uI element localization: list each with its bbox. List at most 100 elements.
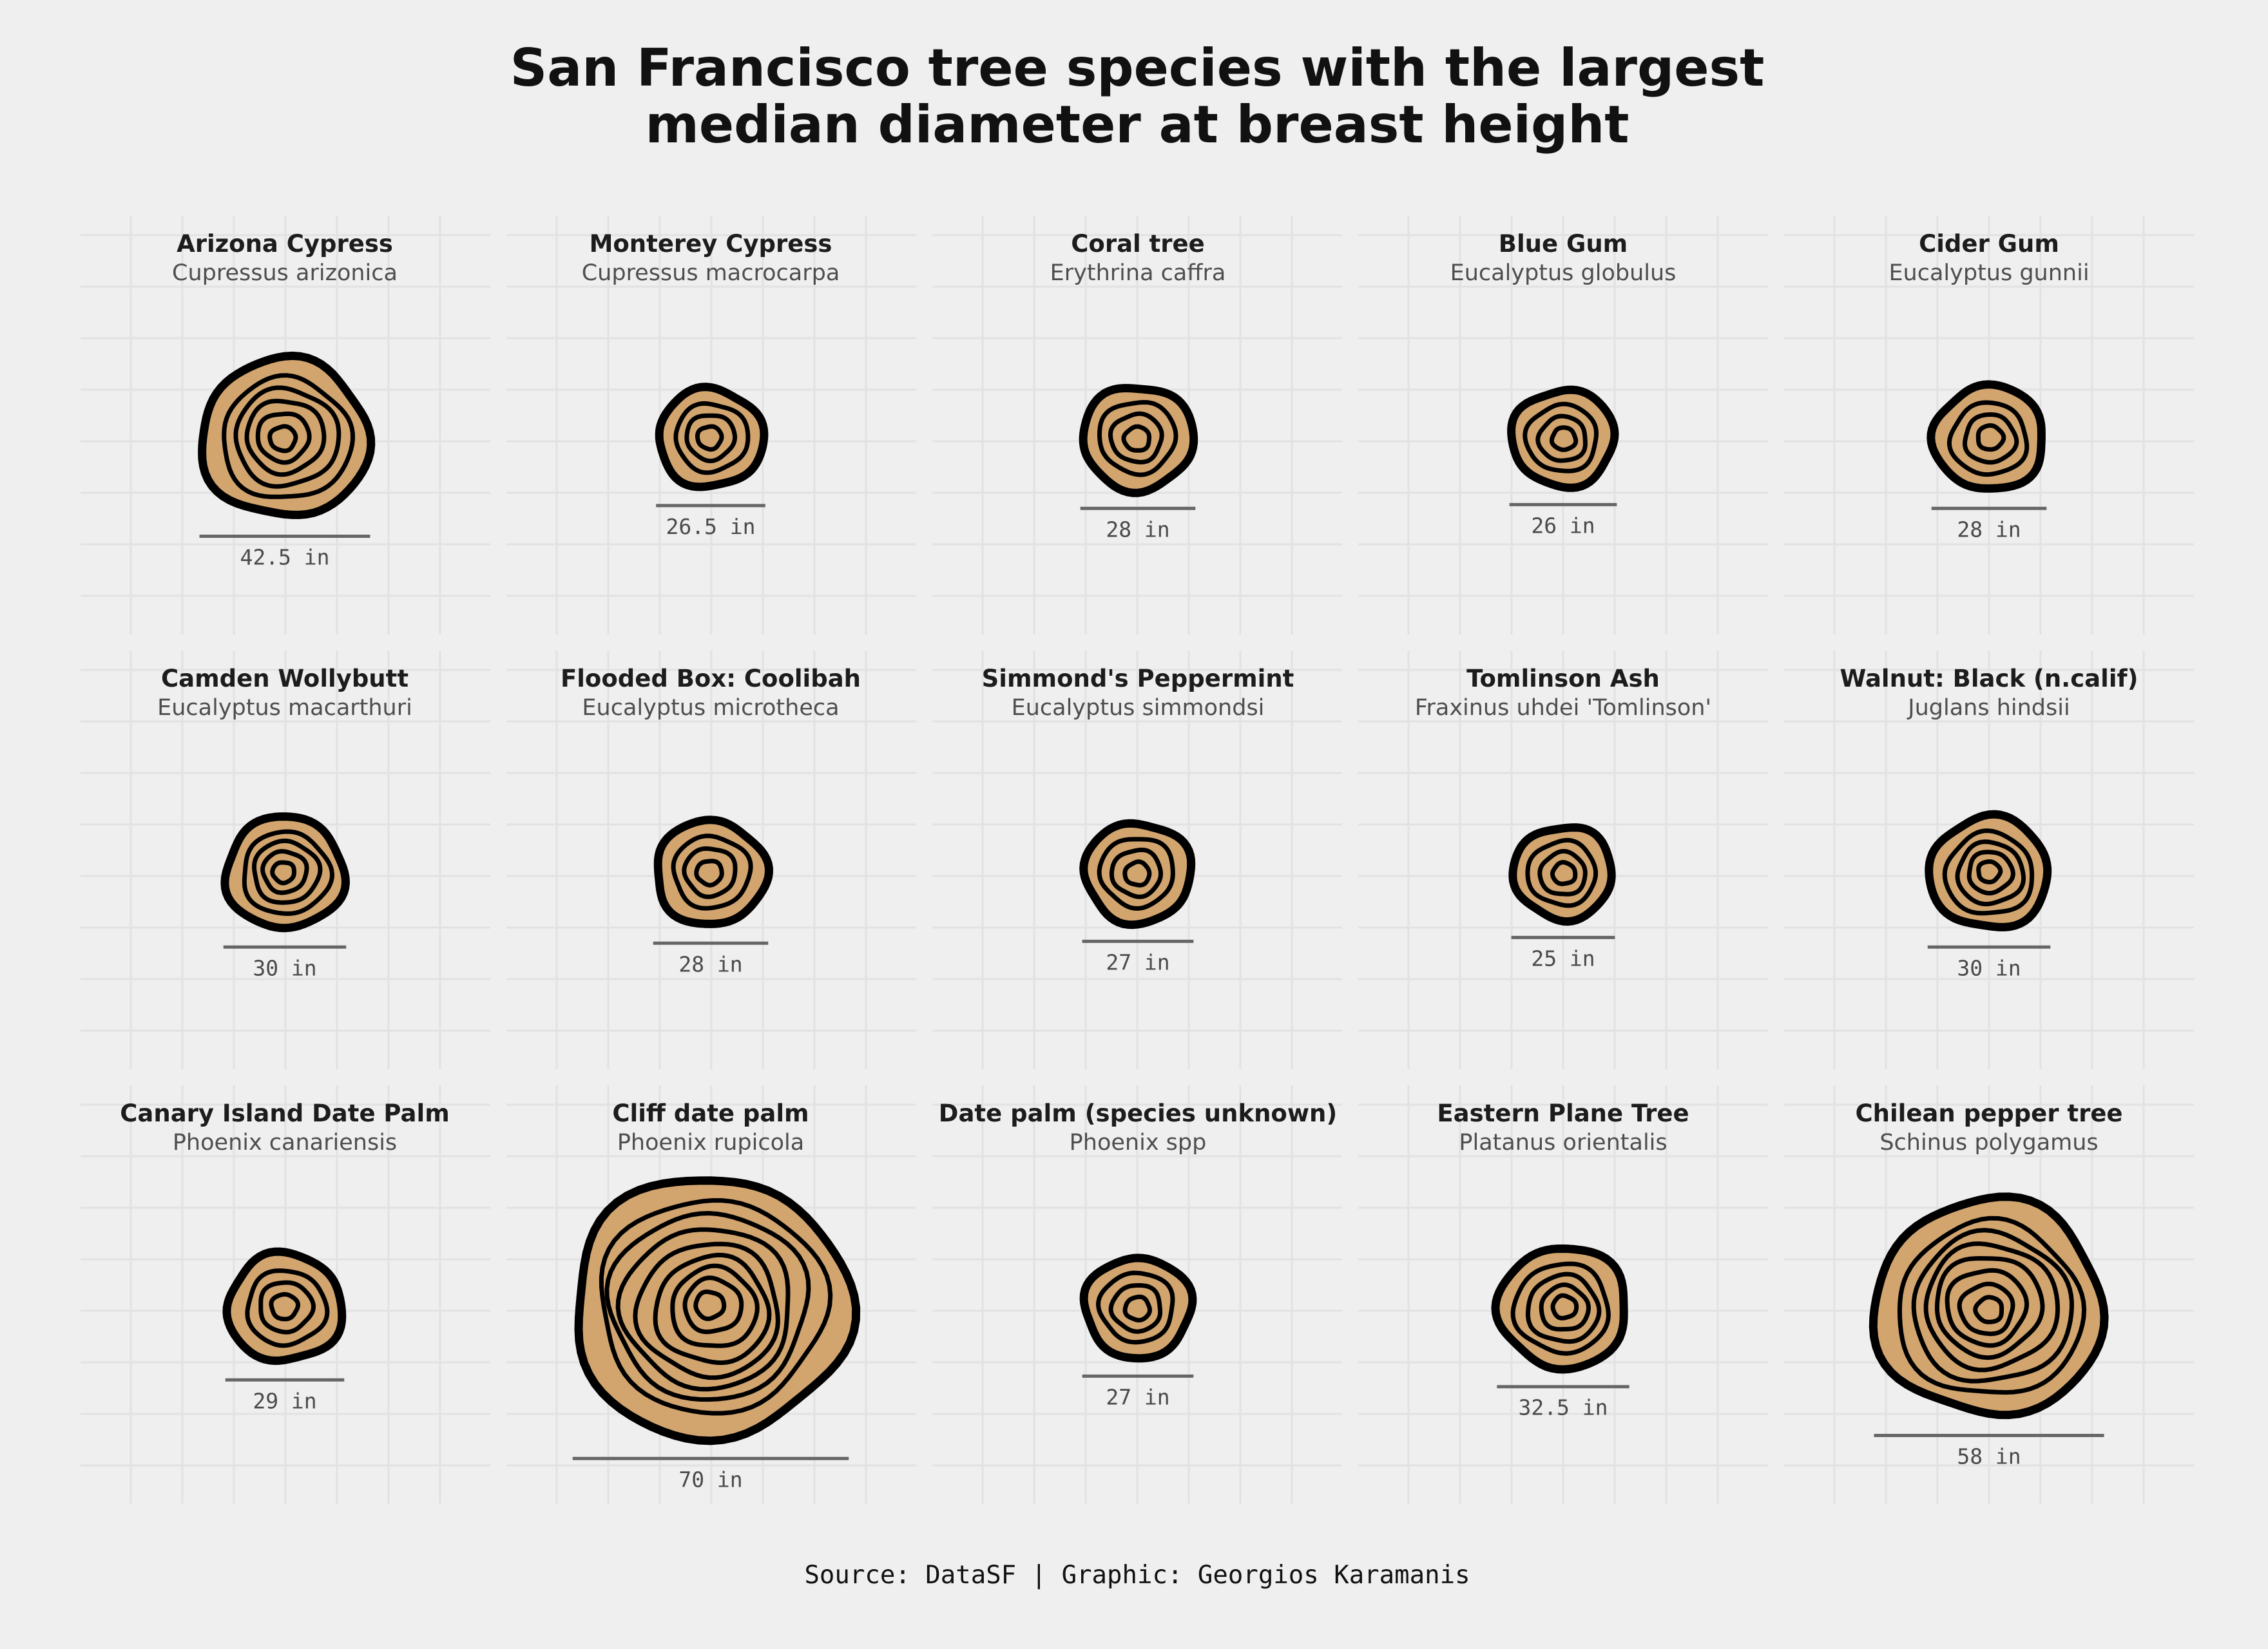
diameter-label: 30 in — [1957, 955, 2021, 980]
panel-9: Tomlinson Ash Fraxinus uhdei 'Tomlinson' 2… — [1415, 665, 1711, 971]
diameter-label: 70 in — [678, 1467, 742, 1492]
diameter-label: 29 in — [253, 1388, 316, 1413]
diameter-label: 26.5 in — [666, 514, 755, 539]
growth-ring — [260, 849, 309, 895]
tree-ring-slice — [1491, 1244, 1628, 1374]
panel-common-name: Monterey Cypress — [590, 230, 832, 258]
panel-scientific-name: Eucalyptus macarthuri — [157, 695, 412, 721]
panel-common-name: Flooded Box: Coolibah — [561, 665, 861, 692]
tree-ring-slice — [574, 1176, 861, 1445]
growth-ring — [269, 1292, 300, 1322]
growth-ring — [267, 424, 298, 453]
growth-ring — [682, 1275, 744, 1335]
growth-ring — [615, 1227, 791, 1392]
tree-ring-slice — [220, 812, 350, 933]
growth-ring — [1108, 1283, 1163, 1334]
growth-ring — [673, 401, 751, 475]
panel-common-name: Eastern Plane Tree — [1437, 1100, 1689, 1127]
tree-ring-slice — [1079, 819, 1196, 929]
tree-ring-slice — [1927, 380, 2046, 493]
panel-scientific-name: Eucalyptus microtheca — [582, 695, 839, 721]
panel-common-name: Coral tree — [1071, 230, 1204, 258]
growth-ring — [671, 834, 753, 911]
tree-ring-slice — [1925, 810, 2052, 931]
growth-ring — [604, 1211, 811, 1402]
growth-ring — [1975, 423, 2006, 452]
tree-ring-slice — [653, 815, 773, 928]
tree-ring-slice — [1079, 384, 1198, 497]
growth-ring — [255, 411, 312, 465]
growth-ring — [1550, 860, 1578, 886]
growth-ring — [1122, 859, 1152, 888]
growth-ring — [1525, 1272, 1602, 1344]
growth-ring — [258, 1280, 316, 1335]
trunk-outline — [198, 351, 376, 519]
panel-grid-3 — [932, 216, 1342, 634]
panel-common-name: Canary Island Date Palm — [120, 1100, 450, 1127]
source-caption: Source: DataSF | Graphic: Georgios Karam… — [804, 1561, 1470, 1590]
growth-ring — [1535, 414, 1588, 463]
panel-scientific-name: Phoenix spp — [1070, 1130, 1207, 1156]
growth-ring — [1539, 1282, 1591, 1332]
panel-13: Date palm (species unknown) Phoenix spp 27… — [939, 1100, 1338, 1409]
tree-ring-slice — [1508, 823, 1616, 926]
growth-ring — [1945, 1268, 2030, 1348]
growth-ring — [693, 1289, 727, 1321]
panel-6: Camden Wollybutt Eucalyptus macarthuri 30 … — [157, 665, 412, 980]
tree-ring-slice — [655, 383, 769, 491]
panel-grid-5 — [1784, 216, 2194, 634]
panel-scientific-name: Juglans hindsii — [1907, 695, 2070, 721]
growth-ring — [1550, 1293, 1579, 1320]
growth-ring — [1121, 424, 1152, 453]
growth-ring — [1923, 1241, 2060, 1373]
tree-ring-slice — [1507, 385, 1619, 492]
growth-ring — [1973, 1295, 2004, 1324]
panel-common-name: Tomlinson Ash — [1466, 665, 1660, 692]
panel-grid-4 — [1358, 216, 1768, 634]
growth-ring — [1963, 412, 2019, 465]
growth-ring — [242, 829, 334, 916]
tree-ring-slice — [198, 351, 376, 519]
growth-ring — [1911, 1228, 2074, 1384]
panel-common-name: Blue Gum — [1499, 230, 1628, 258]
page-title: San Francisco tree species with the larg… — [0, 40, 2268, 153]
growth-ring — [1097, 400, 1178, 477]
growth-ring — [252, 838, 323, 905]
panel-common-name: Simmond's Peppermint — [982, 665, 1294, 692]
growth-ring — [1955, 839, 2026, 906]
growth-ring — [1525, 837, 1599, 908]
growth-ring — [653, 1252, 772, 1366]
diameter-label: 28 in — [678, 951, 742, 977]
panel-scientific-name: Phoenix rupicola — [617, 1130, 804, 1156]
growth-ring — [599, 1198, 833, 1416]
growth-ring — [233, 385, 341, 489]
growth-ring — [1934, 1256, 2045, 1360]
title-line-1: San Francisco tree species with the larg… — [510, 38, 1765, 98]
growth-ring — [1523, 401, 1599, 473]
panel-14: Eastern Plane Tree Platanus orientalis 32.… — [1437, 1100, 1689, 1420]
growth-ring — [1946, 400, 2030, 477]
title-line-2: median diameter at breast height — [645, 95, 1629, 155]
diameter-label: 26 in — [1531, 513, 1595, 538]
growth-ring — [244, 399, 327, 477]
diameter-label: 28 in — [1106, 517, 1169, 542]
growth-ring — [1096, 1270, 1175, 1345]
growth-ring — [1510, 1261, 1611, 1356]
growth-ring — [222, 373, 355, 499]
growth-ring — [695, 424, 724, 452]
diameter-label: 27 in — [1106, 949, 1169, 975]
panel-common-name: Date palm (species unknown) — [939, 1100, 1338, 1127]
growth-ring — [1942, 828, 2035, 916]
diameter-label: 27 in — [1106, 1384, 1169, 1409]
panel-scientific-name: Platanus orientalis — [1459, 1130, 1667, 1156]
growth-ring — [633, 1241, 780, 1380]
panel-scientific-name: Phoenix canariensis — [173, 1130, 397, 1156]
panel-scientific-name: Eucalyptus simmondsi — [1012, 695, 1265, 721]
panel-common-name: Camden Wollybutt — [161, 665, 408, 692]
panel-11: Canary Island Date Palm Phoenix canariens… — [120, 1100, 450, 1413]
panel-10: Walnut: Black (n.calif) Juglans hindsii 30… — [1840, 665, 2138, 980]
